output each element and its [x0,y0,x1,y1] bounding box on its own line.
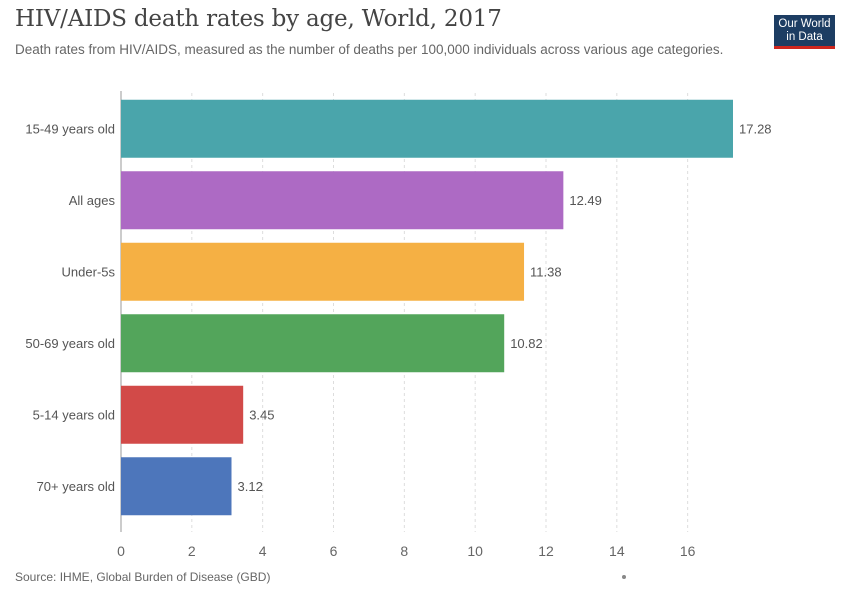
value-label: 10.82 [510,336,543,351]
x-tick-label: 12 [538,543,554,559]
x-tick-label: 10 [467,543,483,559]
source-note: Source: IHME, Global Burden of Disease (… [15,570,271,584]
logo-line-1: Our World [778,18,831,30]
x-tick-label: 4 [259,543,267,559]
value-label: 11.38 [530,264,562,279]
logo-line-2: in Data [786,31,823,43]
chart-title: HIV/AIDS death rates by age, World, 2017 [15,6,502,32]
x-tick-label: 6 [330,543,338,559]
x-tick-label: 8 [400,543,408,559]
category-label: 5-14 years old [33,407,115,422]
x-tick-label: 16 [680,543,696,559]
category-label: 50-69 years old [25,336,115,351]
bar[interactable] [121,314,505,373]
x-tick-label: 14 [609,543,625,559]
x-tick-label: 2 [188,543,196,559]
category-label: 15-49 years old [25,121,115,136]
chart-subtitle: Death rates from HIV/AIDS, measured as t… [15,42,724,57]
bar[interactable] [121,99,733,158]
category-label: 70+ years old [37,479,115,494]
value-label: 17.28 [739,121,772,136]
bar[interactable] [121,242,525,301]
bar[interactable] [121,457,232,516]
category-label: All ages [69,193,116,208]
owid-logo[interactable]: Our World in Data [774,15,835,49]
value-label: 3.45 [249,407,274,422]
x-tick-label: 0 [117,543,125,559]
value-label: 3.12 [238,479,263,494]
bar[interactable] [121,385,244,444]
value-label: 12.49 [569,193,602,208]
category-label: Under-5s [62,264,116,279]
footer-dot [622,575,626,579]
bar[interactable] [121,171,564,230]
